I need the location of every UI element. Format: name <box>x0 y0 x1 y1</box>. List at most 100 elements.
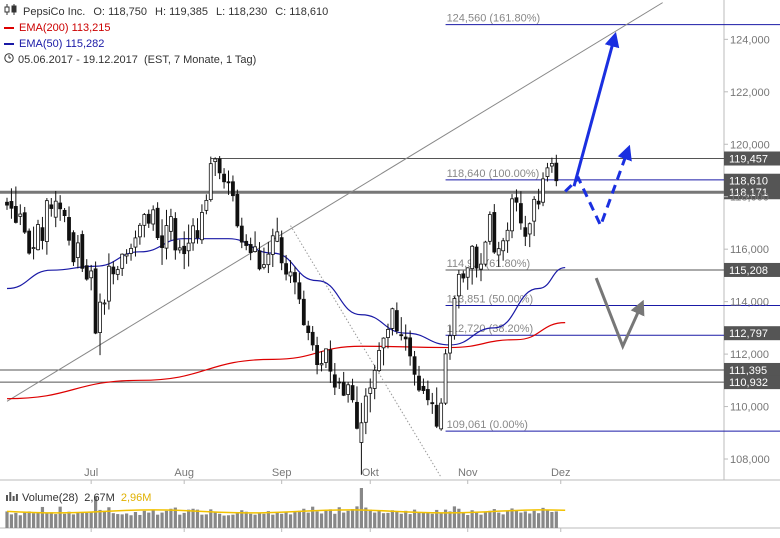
candle-body <box>350 385 355 401</box>
volume-bar <box>293 512 297 528</box>
candle-body <box>403 336 408 340</box>
volume-bar <box>111 513 115 528</box>
chart-legend: PepsiCo Inc. O: 118,750 H: 119,385 L: 11… <box>4 4 328 68</box>
solid-grey-arrow <box>594 277 645 351</box>
y-tick-label: 118,000 <box>730 192 769 204</box>
candle-body <box>36 224 40 251</box>
candle-body <box>492 212 497 253</box>
low-value: 118,230 <box>228 6 268 18</box>
price-label-box <box>724 262 780 277</box>
symbol-name: PepsiCo Inc. <box>23 6 86 18</box>
candle-body <box>231 181 235 197</box>
level-label: 118,640 (100.00%) <box>447 168 540 180</box>
volume-bar <box>284 512 288 528</box>
price-label-box <box>724 151 780 166</box>
volume-bar <box>474 512 479 528</box>
volume-bar <box>125 513 129 528</box>
candle-body <box>284 263 288 275</box>
volume-bar <box>5 511 9 528</box>
volume-bar <box>417 512 421 528</box>
volume-bar <box>120 514 124 528</box>
volume-bar <box>89 512 93 528</box>
candle-body <box>541 178 545 203</box>
candle-body <box>523 227 528 237</box>
volume-bar <box>222 515 226 528</box>
ema200-value: 113,215 <box>71 22 111 34</box>
level-label: 114,9... (61.80%) <box>447 258 531 270</box>
volume-bar <box>266 511 270 528</box>
volume-bar <box>505 511 510 528</box>
volume-bar <box>178 514 182 528</box>
candle-body <box>293 272 297 283</box>
volume-bar <box>80 512 84 528</box>
candle-body <box>315 345 320 365</box>
candle-body <box>133 237 138 248</box>
candle-body <box>443 353 448 404</box>
period-info: (EST, 7 Monate, 1 Tag) <box>144 54 257 66</box>
volume-bar <box>31 513 36 528</box>
candle-body <box>27 230 32 254</box>
volume-bar <box>36 512 40 528</box>
candle-body <box>386 329 390 338</box>
volume-bar <box>147 512 151 528</box>
volume-bar <box>142 510 146 528</box>
candle-body <box>18 213 23 217</box>
volume-bar <box>297 510 301 528</box>
price-label: 118,610 <box>729 176 768 188</box>
volume-bar <box>514 510 519 528</box>
candle-body <box>93 268 98 334</box>
candle-body <box>319 363 324 366</box>
candle-body <box>102 302 107 305</box>
candle-body <box>13 206 18 223</box>
period-range: 05.06.2017 - 19.12.2017 <box>18 54 138 66</box>
candle-body <box>337 381 342 384</box>
candle-body <box>155 207 160 239</box>
volume-bar <box>76 512 80 528</box>
price-label-box <box>724 185 780 200</box>
candle-body <box>266 253 271 266</box>
volume-bar <box>204 514 208 528</box>
volume-bar <box>457 508 461 528</box>
volume-bar <box>554 511 558 528</box>
volume-bar <box>537 513 541 528</box>
level-label: 112,720 (38.20%) <box>447 323 534 335</box>
ema50-label: EMA(50) <box>19 38 63 50</box>
volume-bar <box>519 512 523 528</box>
candle-body <box>160 235 164 249</box>
candle-body <box>44 200 49 242</box>
candle-body <box>115 269 120 275</box>
volume-bar <box>479 514 483 528</box>
candle-body <box>151 209 156 225</box>
volume-bar <box>439 512 443 528</box>
candle-body <box>465 267 470 278</box>
volume-icon <box>6 491 18 504</box>
candle-body <box>89 270 94 279</box>
volume-bar <box>399 513 403 528</box>
y-tick-label: 122,000 <box>730 87 770 99</box>
candle-body <box>301 298 306 326</box>
y-tick-label: 110,000 <box>730 402 769 414</box>
ema50-line <box>6 238 566 346</box>
volume-bar <box>116 514 120 528</box>
candle-body <box>222 173 226 183</box>
candle-body <box>341 381 346 396</box>
volume-bar <box>421 512 426 528</box>
volume-avg-value: 2,96M <box>120 491 152 504</box>
candle-body <box>67 217 71 241</box>
volume-bar <box>71 514 76 528</box>
candle-body <box>363 395 368 423</box>
volume-bar <box>302 508 306 528</box>
volume-bar <box>328 509 332 528</box>
candle-body <box>270 235 275 255</box>
volume-bar <box>550 512 554 528</box>
candle-body <box>368 387 373 394</box>
dashed-blue-arrow <box>564 144 632 230</box>
y-tick-label: 124,000 <box>730 34 770 46</box>
candle-body <box>417 375 421 391</box>
open-value: 118,750 <box>108 6 148 18</box>
volume-bar <box>541 507 545 528</box>
trend-line <box>6 2 663 402</box>
candle-body <box>84 265 89 280</box>
volume-bar <box>45 513 49 528</box>
